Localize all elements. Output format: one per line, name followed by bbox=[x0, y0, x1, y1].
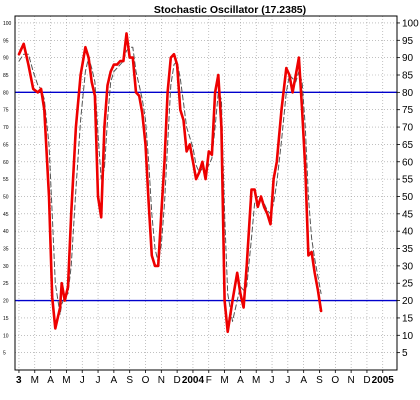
y-tick-label: 45 bbox=[402, 209, 414, 220]
y-tick-label-left: 35 bbox=[3, 247, 9, 253]
x-tick-label: M bbox=[31, 375, 39, 386]
x-tick-label: N bbox=[348, 375, 355, 386]
y-tick-label: 70 bbox=[402, 123, 414, 134]
y-tick-label: 15 bbox=[402, 313, 414, 324]
y-tick-label: 60 bbox=[402, 157, 414, 168]
y-tick-label: 10 bbox=[402, 331, 414, 342]
y-tick-label-left: 65 bbox=[3, 142, 9, 148]
y-tick-label: 80 bbox=[402, 88, 414, 99]
x-tick-label: A bbox=[111, 375, 118, 386]
x-tick-label: A bbox=[300, 375, 307, 386]
x-tick-label: S bbox=[316, 375, 323, 386]
y-tick-label: 30 bbox=[402, 261, 414, 272]
x-tick-label: J bbox=[80, 375, 85, 386]
y-tick-label: 25 bbox=[402, 279, 414, 290]
oscillator-line bbox=[17, 32, 323, 334]
y-tick-label: 65 bbox=[402, 140, 414, 151]
x-tick-label: F bbox=[206, 375, 212, 386]
x-tick-label: O bbox=[331, 375, 339, 386]
y-tick-label-left: 40 bbox=[3, 229, 9, 235]
y-tick-label-left: 90 bbox=[3, 56, 9, 62]
y-tick-label-left: 95 bbox=[3, 38, 9, 44]
x-tick-label: M bbox=[220, 375, 228, 386]
x-tick-label: A bbox=[47, 375, 54, 386]
y-tick-label-left: 60 bbox=[3, 160, 9, 166]
series-layer bbox=[17, 32, 323, 334]
x-tick-label: J bbox=[96, 375, 101, 386]
y-tick-label-left: 55 bbox=[3, 177, 9, 183]
y-tick-label: 90 bbox=[402, 53, 414, 64]
y-tick-label-left: 100 bbox=[3, 21, 12, 27]
y-tick-label: 55 bbox=[402, 175, 414, 186]
x-tick-label: S bbox=[126, 375, 133, 386]
y-tick-label: 95 bbox=[402, 36, 414, 47]
y-tick-label-left: 45 bbox=[3, 212, 9, 218]
y-tick-label-left: 10 bbox=[3, 333, 9, 339]
y-tick-label: 5 bbox=[402, 348, 408, 359]
y-tick-label: 40 bbox=[402, 227, 414, 238]
y-tick-label: 75 bbox=[402, 105, 414, 116]
x-tick-label: M bbox=[252, 375, 260, 386]
x-tick-label: J bbox=[270, 375, 275, 386]
y-tick-label-left: 75 bbox=[3, 108, 9, 114]
x-axis-ticks: 3 M A M J J A S O N D 2004 F M A M J J A S O N D 2005 bbox=[16, 370, 394, 386]
y-tick-label-left: 80 bbox=[3, 90, 9, 96]
left-axis-ticks: 5 10 15 20 25 30 35 40 45 50 55 60 65 70 75 80 85 90 95 100 bbox=[3, 21, 12, 357]
y-tick-label: 20 bbox=[402, 296, 414, 307]
y-tick-label: 50 bbox=[402, 192, 414, 203]
x-tick-label: M bbox=[62, 375, 70, 386]
y-tick-label-left: 20 bbox=[3, 299, 9, 305]
y-tick-label-left: 30 bbox=[3, 264, 9, 270]
y-tick-label-left: 70 bbox=[3, 125, 9, 131]
x-tick-label: O bbox=[142, 375, 150, 386]
x-tick-label: D bbox=[363, 375, 370, 386]
x-tick-label: J bbox=[285, 375, 290, 386]
x-tick-label: N bbox=[158, 375, 165, 386]
x-tick-label: A bbox=[237, 375, 244, 386]
y-tick-label: 35 bbox=[402, 244, 414, 255]
x-tick-label: 2004 bbox=[182, 375, 205, 386]
x-tick-label: 3 bbox=[16, 375, 22, 386]
right-axis-ticks: 5 10 15 20 25 30 35 40 45 50 55 60 65 70 75 80 85 90 95 100 bbox=[397, 18, 419, 359]
y-tick-label-left: 25 bbox=[3, 281, 9, 287]
y-tick-label: 100 bbox=[402, 18, 419, 29]
plot-frame bbox=[14, 15, 398, 371]
y-tick-label-left: 85 bbox=[3, 73, 9, 79]
y-tick-label-left: 5 bbox=[3, 351, 6, 357]
chart-title: Stochastic Oscillator (17.2385) bbox=[154, 4, 306, 16]
y-tick-label: 85 bbox=[402, 71, 414, 82]
y-tick-label-left: 15 bbox=[3, 316, 9, 322]
x-tick-label: 2005 bbox=[372, 375, 395, 386]
x-tick-label: D bbox=[174, 375, 181, 386]
y-tick-label-left: 50 bbox=[3, 194, 9, 200]
